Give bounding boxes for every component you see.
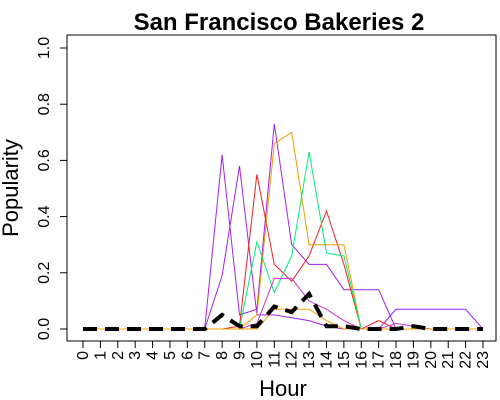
y-tick-label: 0.0	[36, 318, 53, 340]
plot-frame	[66, 34, 497, 342]
x-tick-label: 13	[301, 351, 318, 369]
x-tick-label: 21	[440, 351, 457, 369]
x-tick-label: 19	[405, 351, 422, 369]
x-tick-label: 7	[197, 351, 214, 360]
x-tick-label: 18	[388, 351, 405, 369]
x-tick-label: 14	[318, 351, 335, 369]
x-tick-label: 0	[75, 351, 92, 360]
x-tick-label: 4	[145, 351, 162, 360]
series-line-5	[83, 151, 483, 330]
x-tick-label: 20	[423, 351, 440, 369]
x-tick-label: 17	[371, 351, 388, 369]
x-tick-label: 12	[284, 351, 301, 369]
y-tick-label: 0.4	[36, 205, 53, 227]
x-axis: 0 1 2 3 4 5 6 7 8 9 10 11 12 13 14 15 16 17 18 19 20 21 22 23	[75, 340, 492, 369]
x-tick-label: 3	[127, 351, 144, 360]
series-line-4	[83, 131, 483, 330]
y-axis-label: Popularity	[0, 139, 23, 237]
x-tick-label: 1	[92, 351, 109, 360]
x-tick-label: 15	[336, 351, 353, 369]
x-tick-label: 23	[475, 351, 492, 369]
x-tick-label: 5	[162, 351, 179, 360]
series-line-1	[83, 123, 483, 330]
y-tick-label: 0.8	[36, 93, 53, 115]
series-line-8	[83, 290, 483, 331]
series-line-6	[83, 277, 483, 330]
x-tick-label: 10	[249, 351, 266, 369]
y-tick-label: 0.2	[36, 262, 53, 284]
x-axis-label: Hour	[259, 376, 307, 400]
y-tick-label: 0.6	[36, 149, 53, 171]
x-tick-label: 6	[179, 351, 196, 360]
series-layer	[83, 123, 484, 331]
x-tick-label: 9	[232, 351, 249, 360]
x-tick-label: 8	[214, 351, 231, 360]
x-tick-label: 22	[458, 351, 475, 369]
series-line-2	[83, 165, 484, 330]
x-tick-label: 16	[353, 351, 370, 369]
x-tick-label: 2	[110, 351, 127, 360]
chart-title: San Francisco Bakeries 2	[134, 9, 425, 36]
x-tick-label: 11	[266, 351, 283, 368]
y-axis: 0.0 0.2 0.4 0.6 0.8 1.0	[36, 37, 68, 340]
series-line-3	[83, 174, 483, 330]
y-tick-label: 1.0	[36, 37, 53, 59]
